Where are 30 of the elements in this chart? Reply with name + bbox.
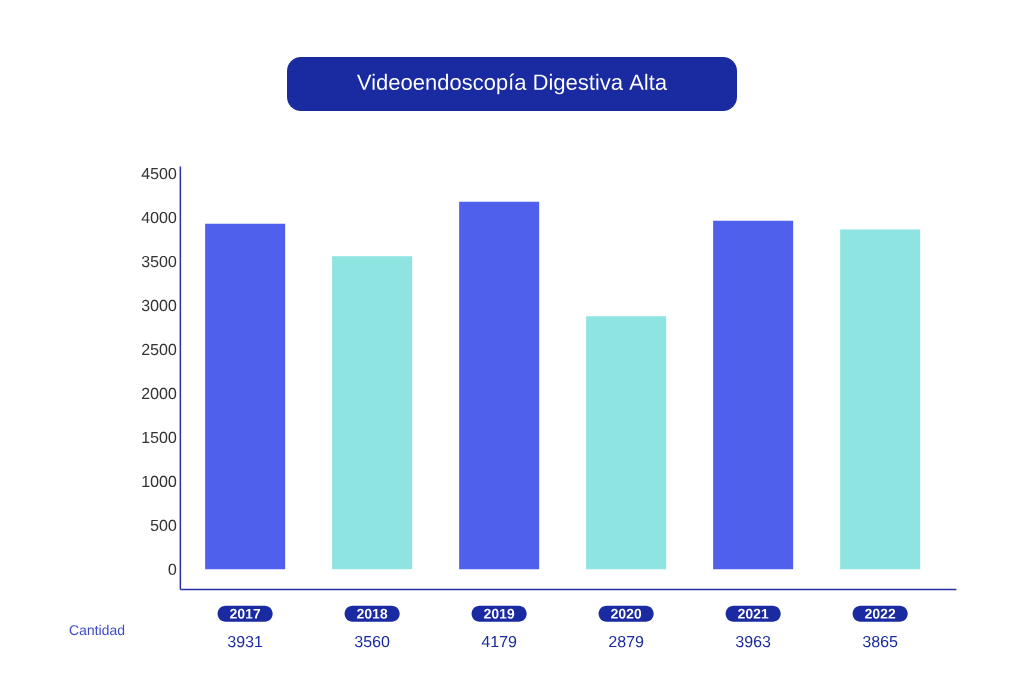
y-tick-label: 3500 [141, 255, 177, 268]
bar [713, 220, 794, 570]
y-tick-label: 4500 [141, 167, 177, 180]
y-tick-label: 2000 [142, 387, 177, 400]
bar [459, 201, 540, 570]
chart-title: Videoendoscopía Digestiva Alta [356, 73, 668, 95]
x-tick-label: 2018 [357, 608, 388, 619]
x-tick-label: 2021 [738, 608, 769, 619]
y-tick-label: 1500 [142, 431, 177, 444]
data-label: 4179 [481, 635, 517, 648]
bar [586, 316, 667, 570]
data-label: 3963 [735, 635, 771, 648]
data-label: 2879 [609, 635, 644, 648]
y-tick-label: 3000 [141, 299, 177, 312]
y-tick-label: 1000 [142, 475, 177, 488]
y-tick-label: 2500 [142, 343, 177, 356]
data-label: 3931 [227, 635, 263, 648]
x-tick-label: 2019 [484, 608, 515, 619]
y-tick-label: 500 [150, 519, 177, 532]
data-label: 3865 [862, 635, 898, 648]
bar [332, 256, 413, 570]
bar [840, 229, 921, 570]
y-tick-label: 4000 [141, 211, 177, 224]
text: Cantidad [69, 624, 125, 636]
bar [205, 223, 286, 570]
x-tick-label: 2017 [230, 608, 261, 619]
x-tick-label: 2022 [865, 608, 896, 619]
x-tick-label: 2020 [611, 608, 642, 619]
data-label: 3560 [354, 635, 390, 648]
y-tick-label: 0 [168, 563, 177, 576]
